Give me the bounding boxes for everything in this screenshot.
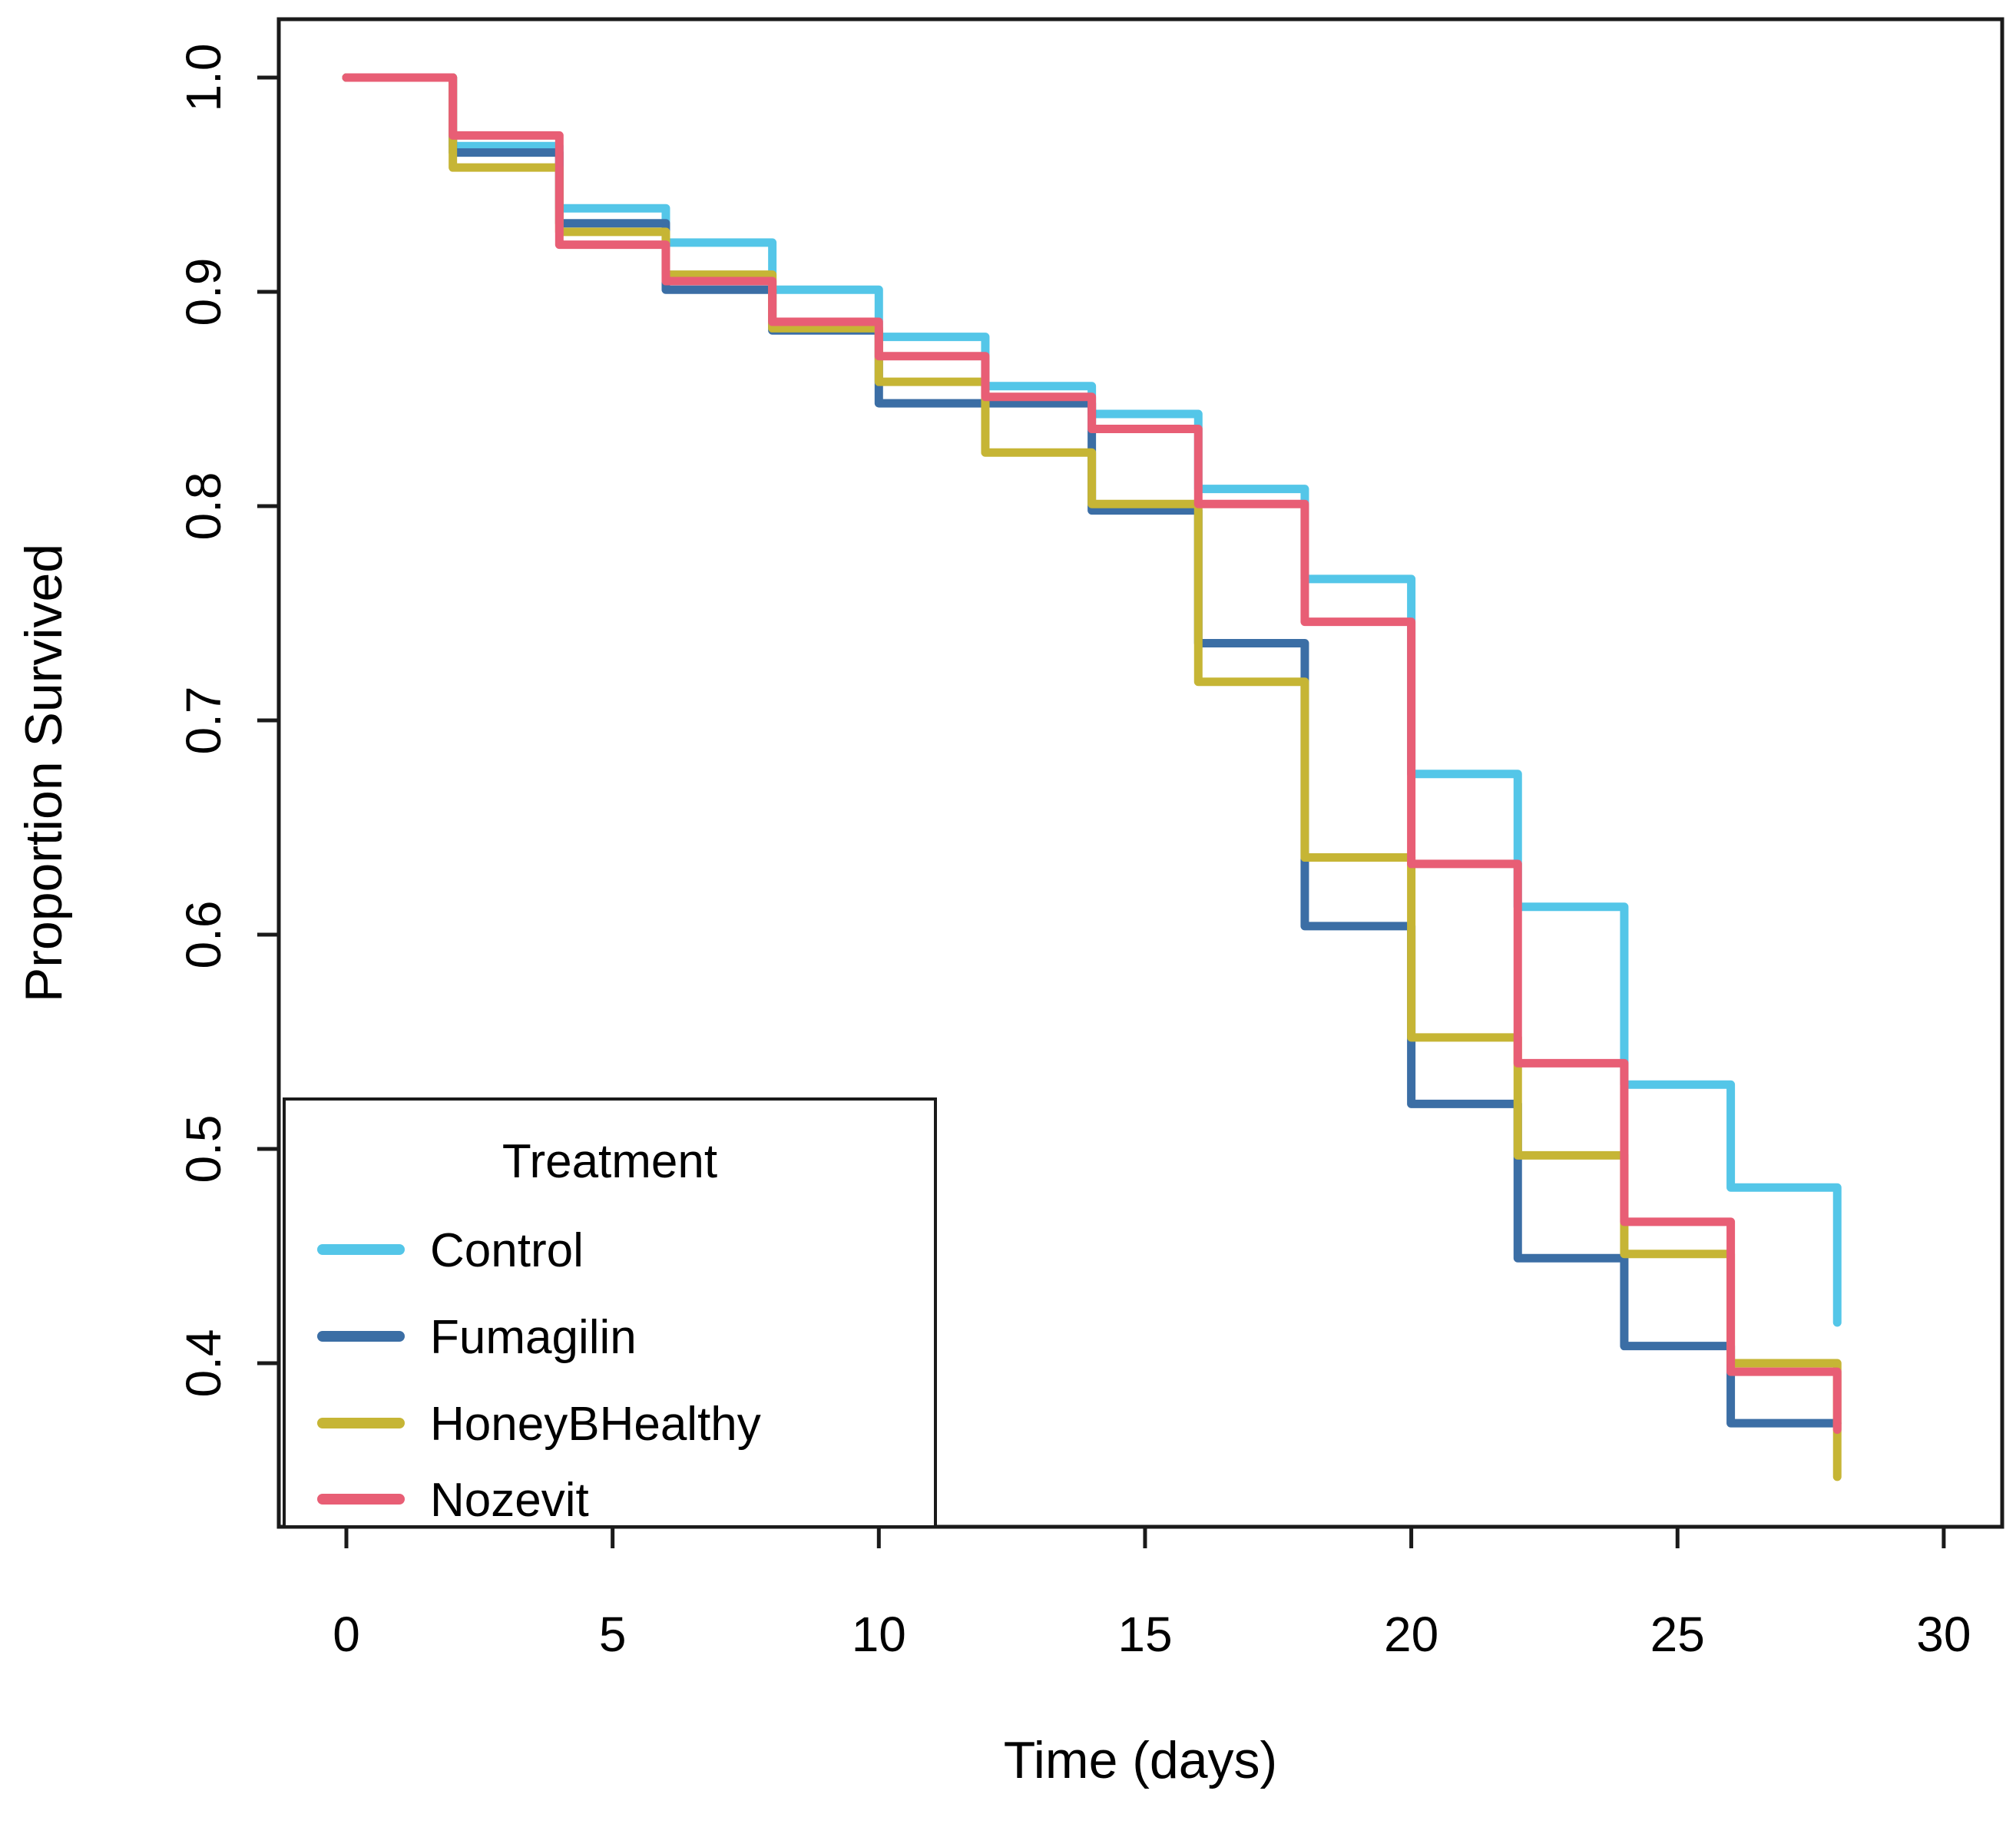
x-axis: 0 5 10 15 20 25 30	[333, 1527, 1971, 1662]
y-axis-title: Proportion Survived	[15, 544, 73, 1002]
legend-title: Treatment	[502, 1135, 717, 1188]
x-tick-label: 5	[599, 1607, 627, 1662]
x-tick-label: 0	[333, 1607, 360, 1662]
legend-label-honeybhealthy: HoneyBHealthy	[430, 1398, 761, 1451]
y-tick-label: 0.7	[176, 687, 231, 755]
legend-label-fumagilin: Fumagilin	[430, 1311, 637, 1364]
x-tick-label: 25	[1650, 1607, 1705, 1662]
plot-border	[276, 17, 2004, 1529]
y-tick-label: 0.9	[176, 258, 231, 326]
y-tick-label: 1.0	[176, 44, 231, 112]
curves	[342, 73, 1842, 1481]
x-tick-label: 15	[1117, 1607, 1172, 1662]
x-tick-label: 10	[852, 1607, 906, 1662]
legend-label-nozevit: Nozevit	[430, 1474, 589, 1527]
x-axis-title: Time (days)	[1004, 1731, 1277, 1789]
x-tick-label: 30	[1916, 1607, 1971, 1662]
legend: Treatment Control Fumagilin HoneyBHealthy No…	[283, 1097, 937, 1528]
y-tick-label: 0.4	[176, 1329, 231, 1398]
y-tick-label: 0.5	[176, 1115, 231, 1183]
y-tick-label: 0.6	[176, 901, 231, 969]
y-axis: 1.0 0.9 0.8 0.7 0.6 0.5 0.4	[176, 44, 279, 1398]
x-tick-label: 20	[1384, 1607, 1438, 1662]
curve-nozevit	[342, 73, 1842, 1434]
legend-label-control: Control	[430, 1224, 584, 1277]
legend-box	[283, 1097, 937, 1528]
y-tick-label: 0.8	[176, 472, 231, 541]
curve-fumagilin	[342, 73, 1842, 1428]
